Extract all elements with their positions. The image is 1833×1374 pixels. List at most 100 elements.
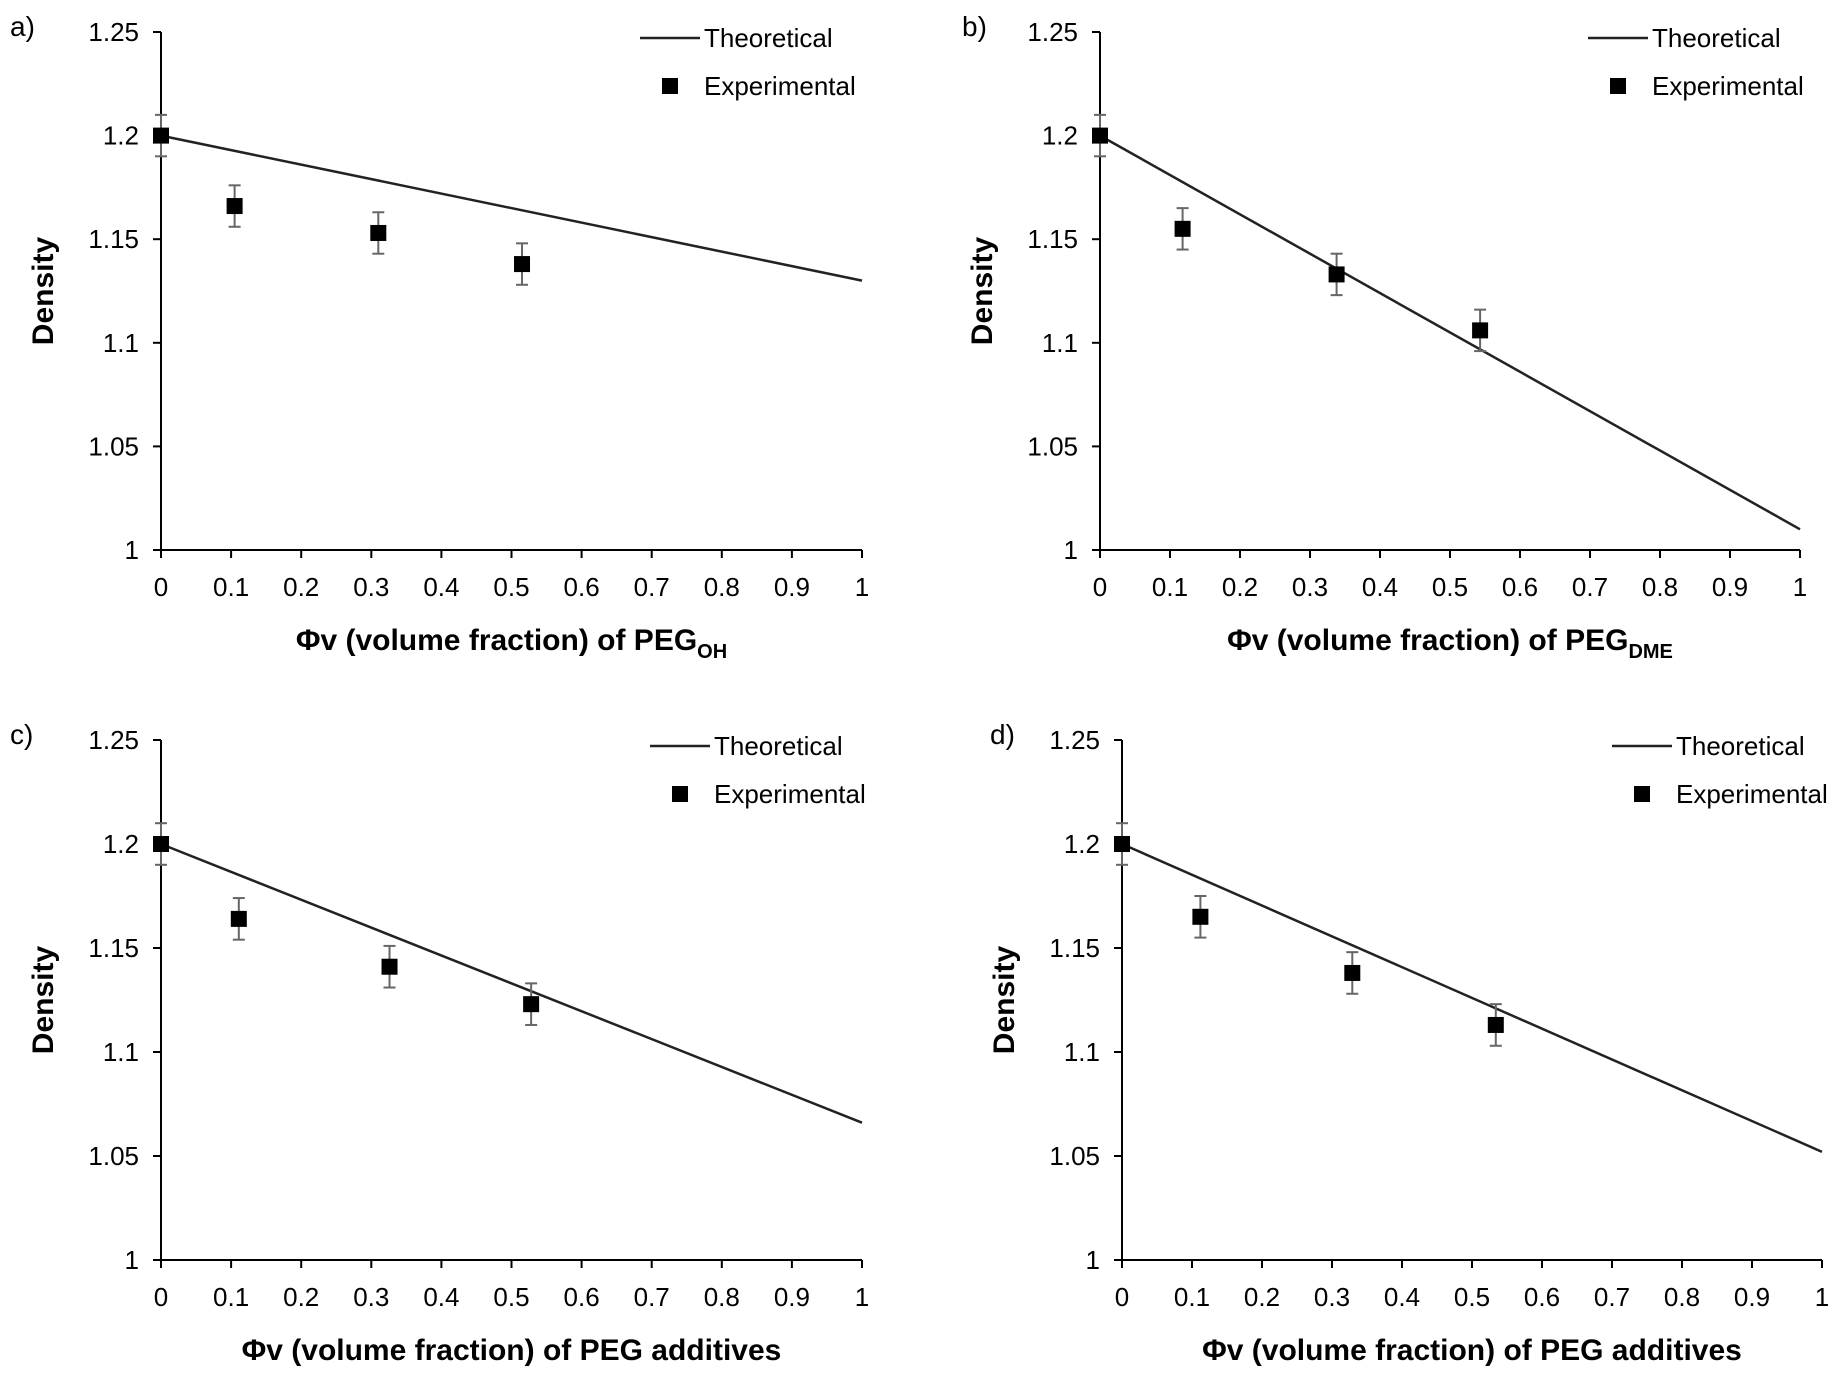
experimental-point — [1472, 322, 1489, 339]
x-tick-label: 0.8 — [704, 572, 740, 602]
y-tick-label: 1.15 — [88, 933, 139, 963]
x-axis-title-subscript: OH — [697, 641, 727, 663]
x-tick-label: 0 — [154, 1282, 168, 1312]
x-axis-title-main: Φv (volume fraction) of PEG — [296, 624, 697, 657]
x-tick-label: 0.9 — [1712, 572, 1748, 602]
y-tick-label: 1 — [125, 535, 139, 565]
x-tick-label: 0.2 — [283, 572, 319, 602]
chart-panel-b: 1 1.05 1.1 1.15 1.2 1.25 0 0.1 0.2 0.3 0.4 0.5 0.6 0.… — [962, 11, 1807, 663]
x-tick-label: 0 — [154, 572, 168, 602]
x-axis-title: Φv (volume fraction) of PEGDME — [1227, 624, 1673, 663]
experimental-point — [523, 996, 540, 1013]
x-tick-label: 0.7 — [1572, 572, 1608, 602]
x-tick-label: 0.5 — [1454, 1282, 1490, 1312]
y-tick-label: 1.1 — [103, 328, 139, 358]
x-tick-label: 0.4 — [423, 1282, 459, 1312]
x-tick-label: 1 — [855, 1282, 869, 1312]
x-axis-title: Φv (volume fraction) of PEG additives — [1202, 1334, 1742, 1367]
experimental-point — [1192, 908, 1209, 925]
experimental-point — [1344, 964, 1361, 981]
y-axis-title: Density — [966, 237, 999, 346]
y-tick-label: 1.2 — [1042, 121, 1078, 151]
y-tick-label: 1 — [125, 1245, 139, 1275]
y-axis-title: Density — [988, 946, 1021, 1055]
x-tick-label: 0 — [1093, 572, 1107, 602]
x-tick-label: 0.4 — [1362, 572, 1398, 602]
x-tick-label: 1 — [1793, 572, 1807, 602]
legend: Theoretical Experimental — [650, 731, 866, 809]
y-tick-label: 1.05 — [88, 431, 139, 461]
x-axis-title-main: Φv (volume fraction) of PEG additives — [1202, 1334, 1742, 1367]
legend-experimental-label: Experimental — [714, 779, 866, 809]
legend: Theoretical Experimental — [1612, 731, 1828, 809]
x-tick-label: 0.7 — [634, 1282, 670, 1312]
x-tick-label: 0.6 — [1502, 572, 1538, 602]
y-tick-label: 1.15 — [1027, 224, 1078, 254]
experimental-point — [370, 224, 387, 241]
experimental-point — [1174, 220, 1191, 237]
x-tick-label: 0.6 — [564, 1282, 600, 1312]
theoretical-line — [1121, 842, 1823, 1153]
x-tick-label: 0.9 — [1734, 1282, 1770, 1312]
x-tick-label: 0.1 — [213, 572, 249, 602]
experimental-point — [153, 127, 169, 144]
legend-theoretical-label: Theoretical — [704, 23, 833, 53]
chart-panel-a: 1 1.05 1.1 1.15 1.2 1.25 0 0.1 0.2 0.3 0.4 0.5 0.6 0.… — [10, 11, 869, 663]
experimental-point — [1328, 266, 1345, 283]
x-tick-label: 0.5 — [493, 1282, 529, 1312]
theoretical-line — [160, 134, 863, 282]
x-tick-label: 0.6 — [564, 572, 600, 602]
x-axis-title-main: Φv (volume fraction) of PEG additives — [242, 1334, 782, 1367]
x-tick-label: 0.5 — [493, 572, 529, 602]
x-tick-label: 0 — [1115, 1282, 1129, 1312]
x-tick-label: 0.2 — [283, 1282, 319, 1312]
y-tick-label: 1.25 — [1049, 725, 1100, 755]
x-tick-label: 0.1 — [1152, 572, 1188, 602]
y-tick-label: 1.05 — [1049, 1141, 1100, 1171]
experimental-point — [226, 198, 243, 215]
x-tick-label: 0.3 — [353, 1282, 389, 1312]
x-tick-label: 0.7 — [634, 572, 670, 602]
y-axis-title: Density — [27, 946, 60, 1055]
legend-experimental-label: Experimental — [1652, 71, 1804, 101]
legend-theoretical-label: Theoretical — [1676, 731, 1805, 761]
legend-experimental-label: Experimental — [1676, 779, 1828, 809]
x-tick-label: 0.3 — [1292, 572, 1328, 602]
y-tick-label: 1.2 — [103, 121, 139, 151]
legend-theoretical-label: Theoretical — [714, 731, 843, 761]
x-tick-label: 1 — [855, 572, 869, 602]
x-tick-label: 0.4 — [423, 572, 459, 602]
x-tick-label: 0.4 — [1384, 1282, 1420, 1312]
x-tick-label: 0.5 — [1432, 572, 1468, 602]
legend-marker-swatch — [662, 78, 678, 94]
y-tick-label: 1.25 — [1027, 17, 1078, 47]
y-tick-label: 1.25 — [88, 725, 139, 755]
x-tick-label: 0.9 — [774, 572, 810, 602]
x-tick-label: 0.3 — [353, 572, 389, 602]
experimental-point — [153, 836, 169, 852]
chart-panel-c: 1 1.05 1.1 1.15 1.2 1.25 0 0.1 0.2 0.3 0.4 0.5 0.6 0.… — [10, 719, 869, 1367]
legend: Theoretical Experimental — [640, 23, 856, 101]
legend-experimental-label: Experimental — [704, 71, 856, 101]
x-axis-title: Φv (volume fraction) of PEG additives — [242, 1334, 782, 1367]
y-tick-label: 1.1 — [103, 1037, 139, 1067]
x-tick-label: 0.3 — [1314, 1282, 1350, 1312]
y-tick-label: 1.15 — [88, 224, 139, 254]
theoretical-line — [160, 842, 863, 1124]
panel-label: b) — [962, 11, 987, 42]
experimental-point — [381, 958, 398, 975]
legend-marker-swatch — [1634, 786, 1650, 802]
chart-panel-d: 1 1.05 1.1 1.15 1.2 1.25 0 0.1 0.2 0.3 0.4 0.5 0.6 0.… — [988, 719, 1829, 1367]
experimental-point — [1487, 1016, 1504, 1033]
y-axis-title: Density — [27, 237, 60, 346]
panel-label: a) — [10, 11, 35, 42]
y-tick-label: 1.15 — [1049, 933, 1100, 963]
x-tick-label: 0.9 — [774, 1282, 810, 1312]
y-tick-label: 1.2 — [1064, 829, 1100, 859]
experimental-point — [1114, 836, 1130, 852]
x-tick-label: 1 — [1815, 1282, 1829, 1312]
legend-marker-swatch — [672, 786, 688, 802]
legend: Theoretical Experimental — [1588, 23, 1804, 101]
y-tick-label: 1 — [1064, 535, 1078, 565]
